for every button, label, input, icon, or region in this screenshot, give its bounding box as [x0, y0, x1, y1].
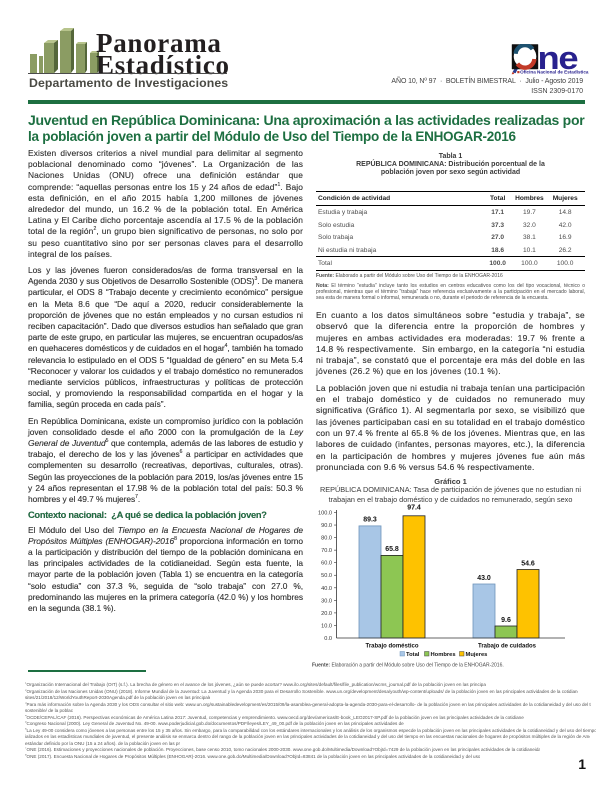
svg-text:60.0: 60.0	[321, 561, 332, 567]
svg-text:80.0: 80.0	[321, 536, 332, 542]
svg-text:70.0: 70.0	[321, 548, 332, 554]
svg-text:89.3: 89.3	[363, 517, 377, 524]
svg-text:Trabajo doméstico: Trabajo doméstico	[365, 644, 418, 650]
svg-text:43.0: 43.0	[477, 575, 491, 582]
svg-text:65.8: 65.8	[385, 546, 399, 553]
svg-text:10.0: 10.0	[321, 624, 332, 630]
svg-text:ne: ne	[538, 44, 579, 76]
svg-text:Fuente: Elaboración a partir d: Fuente: Elaboración a partir del Módulo …	[312, 663, 504, 669]
svg-text:Hombres: Hombres	[431, 652, 456, 658]
svg-text:Trabajo de cuidados: Trabajo de cuidados	[478, 644, 537, 650]
svg-text:40.0: 40.0	[321, 586, 332, 592]
svg-text:50.0: 50.0	[321, 573, 332, 579]
svg-text:100.0: 100.0	[318, 511, 332, 517]
svg-text:54.6: 54.6	[521, 560, 535, 567]
svg-text:30.0: 30.0	[321, 598, 332, 604]
svg-text:Total: Total	[406, 652, 420, 658]
svg-text:Mujeres: Mujeres	[466, 652, 488, 658]
svg-text:0.0: 0.0	[324, 636, 332, 642]
svg-text:97.4: 97.4	[407, 504, 421, 511]
svg-text:9.6: 9.6	[501, 617, 511, 624]
svg-text:20.0: 20.0	[321, 611, 332, 617]
svg-text:90.0: 90.0	[321, 523, 332, 529]
